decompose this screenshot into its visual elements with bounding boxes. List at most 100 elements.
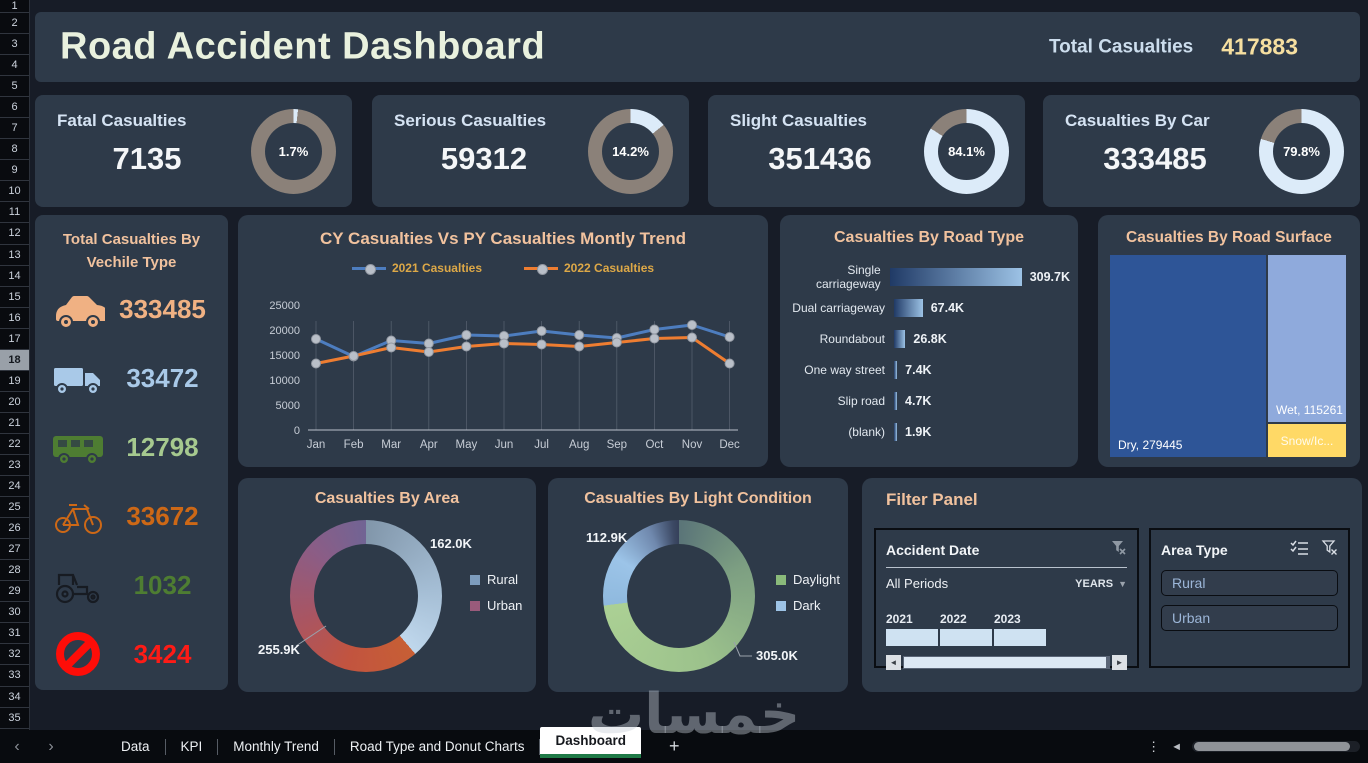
row-header-30[interactable]: 30 — [0, 602, 29, 624]
sheet-tab-kpi[interactable]: KPI — [180, 739, 203, 754]
treemap-block-snow: Snow/Ic... — [1268, 424, 1346, 457]
kpi-donut-chart: 84.1% — [924, 109, 1009, 194]
slicer-option-rural[interactable]: Rural — [1161, 570, 1338, 596]
slicer-option-urban[interactable]: Urban — [1161, 605, 1338, 631]
row-header-8[interactable]: 8 — [0, 139, 29, 161]
row-header-16[interactable]: 16 — [0, 308, 29, 329]
donut-data-label: 305.0K — [756, 648, 798, 663]
svg-text:Aug: Aug — [569, 439, 589, 451]
row-header-1[interactable]: 1 — [0, 0, 29, 13]
hscroll-left-icon[interactable]: ◄ — [1171, 740, 1182, 753]
row-header-25[interactable]: 25 — [0, 497, 29, 519]
row-header-6[interactable]: 6 — [0, 97, 29, 119]
clear-filter-icon[interactable] — [1110, 539, 1127, 561]
row-header-19[interactable]: 19 — [0, 371, 29, 392]
timeline-year-labels: 2021 2022 2023 — [886, 612, 1127, 626]
svg-text:Oct: Oct — [645, 439, 664, 451]
row-header-24[interactable]: 24 — [0, 476, 29, 498]
row-header-11[interactable]: 11 — [0, 202, 29, 224]
timeline-year-segment[interactable] — [886, 629, 938, 646]
row-header-10[interactable]: 10 — [0, 181, 29, 203]
kpi-donut-chart: 14.2% — [588, 109, 673, 194]
timeline-scrollbar[interactable]: ◄ ► — [886, 655, 1127, 670]
sheet-tab-data[interactable]: Data — [121, 739, 150, 754]
row-header-27[interactable]: 27 — [0, 539, 29, 561]
bar-row: Roundabout 26.8K — [790, 323, 1070, 354]
row-header-28[interactable]: 28 — [0, 560, 29, 582]
divider — [886, 567, 1127, 568]
row-header-15[interactable]: 15 — [0, 287, 29, 308]
timeline-granularity-dropdown[interactable]: YEARS ▼ — [1075, 577, 1127, 590]
donut-legend: Daylight Dark — [776, 572, 840, 613]
sheet-tabs: Data KPI Monthly Trend Road Type and Donut … — [106, 727, 641, 763]
scroll-left-icon[interactable]: ◄ — [886, 655, 901, 670]
svg-text:20000: 20000 — [269, 325, 300, 337]
bar — [894, 391, 897, 410]
multiselect-icon[interactable] — [1290, 540, 1309, 560]
row-header-4[interactable]: 4 — [0, 55, 29, 77]
bar-row: (blank) 1.9K — [790, 416, 1070, 447]
bar-chart-rows: Single carriageway 309.7K Dual carriageway… — [790, 261, 1070, 447]
row-header-23[interactable]: 23 — [0, 455, 29, 477]
timeline-year-segment[interactable] — [994, 629, 1046, 646]
bar-value-label: 67.4K — [930, 300, 965, 315]
kpi-title: Slight Casualties — [730, 111, 867, 130]
kpi-card-serious: Serious Casualties 59312 14.2% — [372, 95, 689, 207]
kpi-value: 7135 — [112, 141, 182, 176]
svg-text:May: May — [456, 439, 478, 451]
row-header-9[interactable]: 9 — [0, 160, 29, 182]
row-header-32[interactable]: 32 — [0, 644, 29, 666]
row-header-26[interactable]: 26 — [0, 518, 29, 540]
next-sheet-icon[interactable]: › — [48, 737, 54, 755]
filter-panel: Filter Panel Accident Date All Periods Y… — [862, 478, 1362, 692]
kpi-donut-chart: 1.7% — [251, 109, 336, 194]
clear-filter-icon[interactable] — [1321, 539, 1338, 561]
treemap-block-wet: Wet, 115261 — [1268, 255, 1346, 422]
prev-sheet-icon[interactable]: ‹ — [14, 737, 20, 755]
row-header-33[interactable]: 33 — [0, 665, 29, 687]
row-header-7[interactable]: 7 — [0, 118, 29, 140]
row-header-34[interactable]: 34 — [0, 687, 29, 708]
legend-line-marker — [524, 263, 558, 275]
scrollbar-thumb[interactable] — [904, 657, 1106, 668]
row-header-3[interactable]: 3 — [0, 34, 29, 56]
tab-separator — [217, 738, 219, 755]
add-sheet-button[interactable]: + — [668, 736, 680, 756]
treemap-block-dry: Dry, 279445 — [1110, 255, 1266, 457]
bar — [889, 267, 1022, 286]
horizontal-scrollbar[interactable] — [1192, 741, 1360, 752]
legend-item-2022: 2022 Casualties — [524, 261, 654, 275]
scrollbar-track[interactable] — [903, 656, 1110, 669]
bar-row: Dual carriageway 67.4K — [790, 292, 1070, 323]
row-header-35[interactable]: 35 — [0, 708, 29, 729]
row-header-31[interactable]: 31 — [0, 623, 29, 645]
row-header-5[interactable]: 5 — [0, 76, 29, 98]
row-header-13[interactable]: 13 — [0, 245, 29, 266]
sheet-tab-dashboard[interactable]: Dashboard — [540, 727, 641, 758]
kpi-value: 351436 — [768, 141, 872, 176]
row-header-14[interactable]: 14 — [0, 266, 29, 287]
sheet-tab-road-type-and-donut-charts[interactable]: Road Type and Donut Charts — [349, 739, 525, 754]
row-header-2[interactable]: 2 — [0, 13, 29, 35]
row-header-21[interactable]: 21 — [0, 413, 29, 434]
horizontal-scrollbar-thumb[interactable] — [1194, 742, 1350, 751]
kpi-value: 59312 — [440, 141, 528, 176]
timeline-year-segment[interactable] — [940, 629, 992, 646]
svg-text:Jul: Jul — [534, 439, 549, 451]
kpi-percent: 79.8% — [1283, 144, 1320, 159]
more-options-icon[interactable]: ⋮ — [1147, 738, 1162, 754]
kpi-title: Fatal Casualties — [57, 111, 187, 130]
sheet-tab-bar: ‹ › Data KPI Monthly Trend Road Type and Do… — [0, 727, 1368, 763]
treemap-label: Dry, 279445 — [1118, 438, 1183, 452]
row-header-29[interactable]: 29 — [0, 581, 29, 603]
timeline-year-label: 2022 — [940, 612, 967, 626]
chart-title: Casualties By Road Type — [834, 229, 1024, 246]
row-header-22[interactable]: 22 — [0, 434, 29, 455]
row-header-12[interactable]: 12 — [0, 223, 29, 245]
row-header-gutter[interactable]: 1 2 3 4 5 6 7 8 9 10 11 12 13 14 15 16 17 18 19 20 21 22 23 24 2… — [0, 0, 30, 730]
row-header-17[interactable]: 17 — [0, 329, 29, 350]
sheet-tab-monthly-trend[interactable]: Monthly Trend — [233, 739, 319, 754]
row-header-20[interactable]: 20 — [0, 392, 29, 413]
scroll-right-icon[interactable]: ► — [1112, 655, 1127, 670]
row-header-18[interactable]: 18 — [0, 349, 29, 371]
